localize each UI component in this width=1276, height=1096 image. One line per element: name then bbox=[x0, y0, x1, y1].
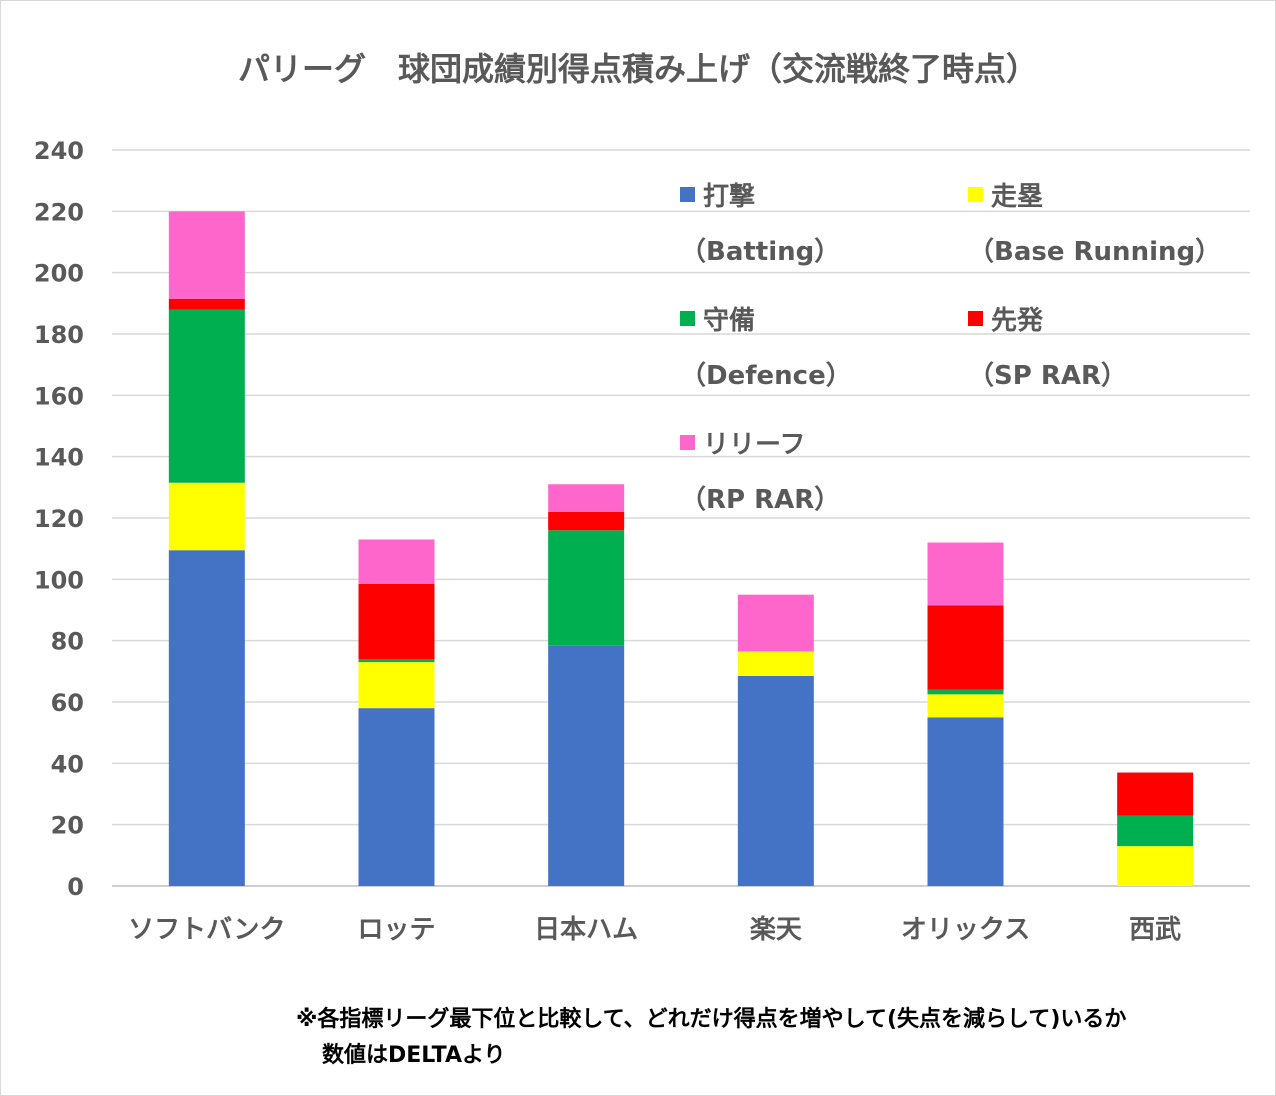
legend-sublabel-rp-rar: （RP RAR） bbox=[680, 485, 841, 515]
legend-base-running: 走塁 （Base Running） bbox=[968, 176, 1221, 268]
legend-rp-rar: リリーフ （RP RAR） bbox=[680, 424, 840, 516]
bar-segment bbox=[548, 484, 625, 512]
legend-label-defence: 守備 bbox=[703, 306, 756, 336]
y-tick-label: 180 bbox=[34, 321, 84, 349]
x-tick-label: 西武 bbox=[1129, 915, 1181, 945]
x-tick-label: ロッテ bbox=[357, 915, 435, 945]
footnote-line-1: ※各指標リーグ最下位と比較して、どれだけ得点を増やして(失点を減らして)いるか bbox=[296, 1007, 1127, 1032]
bar-segment bbox=[927, 694, 1004, 718]
bar-segment bbox=[927, 605, 1004, 690]
bar-segment bbox=[168, 211, 245, 299]
bar-segment bbox=[737, 651, 814, 676]
y-tick-label: 40 bbox=[51, 750, 84, 778]
bar-segment bbox=[168, 298, 245, 310]
y-tick-label: 20 bbox=[51, 812, 84, 840]
y-tick-label: 120 bbox=[34, 505, 84, 533]
y-tick-label: 80 bbox=[51, 628, 84, 656]
bar-segment bbox=[358, 708, 435, 886]
legend-label-rp-rar: リリーフ bbox=[703, 430, 806, 460]
bar-segment bbox=[358, 583, 435, 660]
bar-segment bbox=[548, 511, 625, 531]
y-tick-label: 60 bbox=[51, 689, 84, 717]
bar-segment bbox=[927, 689, 1004, 695]
x-tick-label: 楽天 bbox=[750, 915, 802, 945]
x-tick-label: ソフトバンク bbox=[128, 915, 285, 945]
bar-segment bbox=[1117, 815, 1194, 847]
bar-segment bbox=[1117, 772, 1194, 816]
x-tick-label: 日本ハム bbox=[534, 915, 638, 945]
legend-sp-rar: 先発 （SP RAR） bbox=[968, 300, 1127, 392]
bar-segment bbox=[358, 659, 435, 663]
bar-segment bbox=[548, 645, 625, 886]
legend-sublabel-base-running: （Base Running） bbox=[968, 237, 1222, 267]
legend-batting: 打撃 （Batting） bbox=[680, 176, 840, 268]
legend-swatch-batting bbox=[680, 187, 695, 202]
legend-sublabel-sp-rar: （SP RAR） bbox=[968, 361, 1127, 391]
y-tick-label: 160 bbox=[34, 382, 84, 410]
bar-segment bbox=[927, 717, 1004, 886]
legend-swatch-sp-rar bbox=[968, 311, 983, 326]
bar-segment bbox=[737, 594, 814, 652]
legend-label-batting: 打撃 bbox=[703, 182, 756, 212]
y-tick-label: 0 bbox=[67, 873, 84, 901]
x-tick-label: オリックス bbox=[901, 915, 1030, 945]
y-tick-label: 220 bbox=[34, 198, 84, 226]
footnote-line-2: 数値はDELTAより bbox=[322, 1043, 506, 1068]
legend-swatch-rp-rar bbox=[680, 435, 695, 450]
bar-segment bbox=[548, 530, 625, 646]
bar-segment bbox=[358, 662, 435, 709]
legend-swatch-defence bbox=[680, 311, 695, 326]
legend-sublabel-batting: （Batting） bbox=[680, 237, 841, 267]
legend-sublabel-defence: （Defence） bbox=[680, 361, 852, 391]
bar-segment bbox=[168, 482, 245, 551]
bar-segment bbox=[168, 550, 245, 886]
bar-segment bbox=[737, 675, 814, 886]
bar-segment bbox=[1117, 846, 1194, 886]
legend-swatch-base-running bbox=[968, 187, 983, 202]
bar-segment bbox=[927, 542, 1004, 606]
bar-segment bbox=[358, 539, 435, 584]
footnote: ※各指標リーグ最下位と比較して、どれだけ得点を増やして(失点を減らして)いるか … bbox=[296, 1002, 1126, 1074]
y-tick-label: 240 bbox=[34, 137, 84, 165]
y-tick-label: 200 bbox=[34, 260, 84, 288]
y-tick-label: 100 bbox=[34, 566, 84, 594]
legend-label-sp-rar: 先発 bbox=[991, 306, 1044, 336]
legend-label-base-running: 走塁 bbox=[991, 182, 1044, 212]
bar-segment bbox=[168, 309, 245, 483]
y-tick-label: 140 bbox=[34, 444, 84, 472]
legend-defence: 守備 （Defence） bbox=[680, 300, 852, 392]
chart-title: パリーグ 球団成績別得点積み上げ（交流戦終了時点） bbox=[237, 50, 1038, 88]
